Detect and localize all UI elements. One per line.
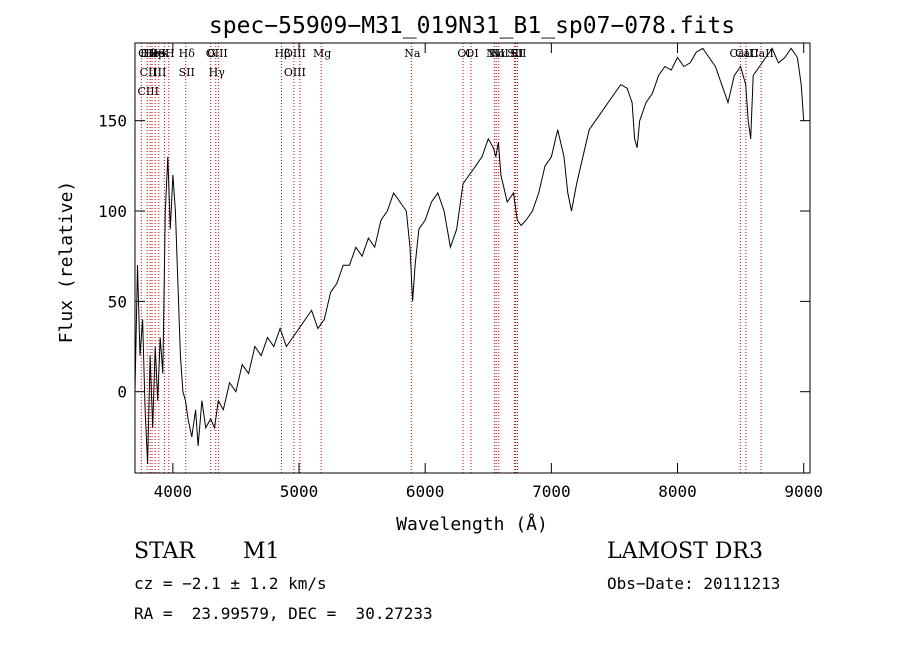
spectral-line-label: Hη [145,47,161,60]
spectral-line-label: NII [486,47,504,60]
spectral-line-label: G [207,47,216,60]
spectral-line-label: IS [154,47,166,60]
spectral-line-label: Li [511,47,522,60]
spectral-line-label: Mg [313,47,331,60]
spectral-line-label: CIII [138,85,159,98]
spectral-line-label: CII [140,66,157,79]
y-tick-label: 100 [98,202,127,221]
spectral-line-label: Na [404,47,421,60]
y-tick-label: 50 [108,292,127,311]
x-tick-label: 8000 [658,482,697,501]
spectral-line-label: CaII [750,47,774,60]
spectral-line-label: OIII [284,66,306,79]
spectral-line-label: Hθ [140,47,157,60]
x-tick-label: 7000 [532,482,571,501]
spectral-line-label: He [143,47,159,60]
y-tick-label: 150 [98,112,127,131]
survey-name: LAMOST DR3 [607,539,763,564]
spectral-line-label: III [153,66,166,79]
x-axis-label: Wavelength (Å) [396,513,548,535]
x-tick-label: 5000 [280,482,319,501]
spectral-line-label: C [138,47,146,60]
spectral-line-label: H [165,47,175,60]
redshift-velocity: cz = −2.1 ± 1.2 km/s [134,574,327,593]
y-tick-label: 0 [117,383,127,402]
chart-title: spec−55909−M31_019N31_B1_sp07−078.fits [209,13,735,39]
plot-frame [134,42,811,474]
spectral-line-label: Hβ [275,47,291,60]
x-tick-label: 4000 [154,482,193,501]
spectral-line-label: K [161,47,170,60]
spectral-line-label: He [148,47,164,60]
coordinates: RA = 23.99579, DEC = 30.27233 [134,604,433,623]
line-markers [140,43,762,473]
spectral-line-label: OI [465,47,478,60]
x-tick-label: 9000 [784,482,823,501]
spectral-line-label: OI [457,47,470,60]
spectral-line-label: NII [491,47,509,60]
object-class: STAR [134,539,195,564]
spectral-line-label: Hγ [209,66,226,79]
spectral-line-label: SII [510,47,526,60]
x-tick-label: 6000 [406,482,445,501]
spectral-line-label: Hα [489,47,507,60]
y-axis-label: Flux (relative) [56,181,77,344]
spectrum-line [134,47,805,465]
spectral-line-label: SII [507,47,523,60]
spectral-line-label: SII [179,66,195,79]
spectral-line-label: OIII [206,47,228,60]
spectral-line-label: Hδ [179,47,196,60]
spectral-line-label: OIII [284,47,306,60]
object-subclass: M1 [243,539,280,564]
spectral-line-label: CaII [730,47,754,60]
axis-ticks: 4000 5000 6000 7000 8000 9000 0 50 100 150 [98,43,823,501]
observation-date: Obs−Date: 20111213 [607,574,781,593]
spectral-line-label: CaII [735,47,759,60]
